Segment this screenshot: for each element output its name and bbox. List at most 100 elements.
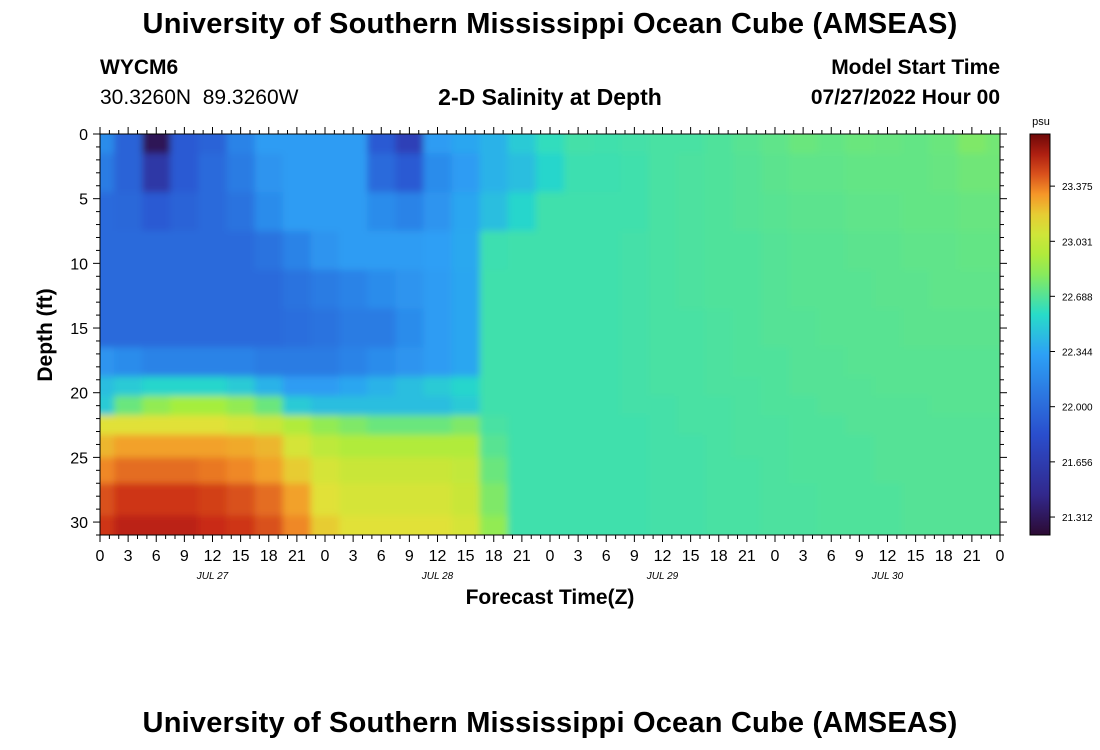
heatmap-cell — [310, 269, 340, 310]
heatmap-cell — [957, 134, 987, 155]
heatmap-cell — [114, 376, 144, 397]
heatmap-cell — [592, 434, 622, 459]
heatmap-cell — [282, 515, 312, 535]
heatmap-cell — [170, 395, 200, 417]
heatmap-cell — [114, 192, 144, 232]
day-label: JUL 30 — [871, 571, 904, 582]
day-label: JUL 29 — [646, 571, 679, 582]
x-tick-label: 6 — [377, 548, 386, 565]
heatmap-cell — [985, 192, 1000, 232]
heatmap-cell — [957, 483, 987, 517]
x-tick-label: 12 — [654, 548, 672, 565]
heatmap-cell — [592, 515, 622, 535]
heatmap-cell — [620, 347, 650, 378]
heatmap-cell — [423, 457, 453, 485]
heatmap-cell — [339, 483, 369, 517]
heatmap-cell — [395, 415, 425, 436]
heatmap-cell — [198, 376, 228, 397]
heatmap-cell — [901, 457, 931, 485]
heatmap-cell — [423, 434, 453, 459]
heatmap-cell — [282, 434, 312, 459]
heatmap-cell — [226, 434, 256, 459]
heatmap-cell — [704, 376, 734, 397]
heatmap-cell — [507, 308, 537, 349]
heatmap-cell — [957, 192, 987, 232]
heatmap-cell — [142, 457, 172, 485]
heatmap-cell — [592, 134, 622, 155]
heatmap-cell — [100, 347, 116, 378]
heatmap-cell — [507, 483, 537, 517]
heatmap-cell — [564, 376, 594, 397]
heatmap-cell — [114, 483, 144, 517]
heatmap-cell — [760, 269, 790, 310]
heatmap-cell — [142, 434, 172, 459]
heatmap-cell — [339, 457, 369, 485]
heatmap-cell — [845, 347, 875, 378]
heatmap-cell — [395, 134, 425, 155]
heatmap-cell — [198, 415, 228, 436]
heatmap-cell — [845, 483, 875, 517]
heatmap-cell — [985, 483, 1000, 517]
heatmap-cell — [704, 415, 734, 436]
heatmap-cell — [620, 376, 650, 397]
heatmap-cell — [100, 134, 116, 155]
heatmap-cell — [507, 231, 537, 271]
heatmap-cell — [198, 269, 228, 310]
heatmap-cell — [845, 434, 875, 459]
station-coordinates: 30.3260N 89.3260W — [100, 86, 299, 109]
heatmap-cell — [226, 515, 256, 535]
x-tick-label: 0 — [771, 548, 780, 565]
heatmap-cell — [282, 483, 312, 517]
heatmap-cell — [732, 347, 762, 378]
heatmap-cell — [985, 134, 1000, 155]
heatmap-cell — [367, 415, 397, 436]
heatmap-cell — [367, 153, 397, 194]
heatmap-cell — [957, 415, 987, 436]
heatmap-cell — [170, 415, 200, 436]
heatmap-cell — [339, 231, 369, 271]
day-label: JUL 27 — [196, 571, 229, 582]
heatmap-cell — [592, 483, 622, 517]
heatmap-cell — [395, 434, 425, 459]
heatmap-cell — [873, 308, 903, 349]
heatmap-cell — [648, 192, 678, 232]
heatmap-cell — [254, 308, 284, 349]
heatmap-cell — [957, 347, 987, 378]
heatmap-cell — [479, 376, 509, 397]
heatmap-cell — [282, 376, 312, 397]
heatmap-cell — [732, 376, 762, 397]
heatmap-cell — [901, 515, 931, 535]
heatmap-cell — [592, 192, 622, 232]
heatmap-cell — [817, 395, 847, 417]
heatmap-cell — [535, 483, 565, 517]
heatmap-cell — [282, 308, 312, 349]
heatmap-cell — [254, 483, 284, 517]
heatmap-cell — [254, 192, 284, 232]
x-tick-label: 6 — [827, 548, 836, 565]
y-tick-label: 30 — [70, 515, 88, 532]
y-axis-label: Depth (ft) — [34, 288, 57, 381]
heatmap-cell — [564, 134, 594, 155]
heatmap-cell — [760, 376, 790, 397]
heatmap-cell — [451, 134, 481, 155]
heatmap-cell — [901, 347, 931, 378]
heatmap-cell — [310, 483, 340, 517]
heatmap-cell — [873, 415, 903, 436]
heatmap-cell — [451, 457, 481, 485]
x-tick-label: 9 — [630, 548, 639, 565]
heatmap-cell — [226, 395, 256, 417]
heatmap-cell — [507, 515, 537, 535]
heatmap-cell — [423, 269, 453, 310]
heatmap-cell — [451, 269, 481, 310]
heatmap-cell — [310, 395, 340, 417]
heatmap-cell — [282, 231, 312, 271]
heatmap-cell — [732, 308, 762, 349]
heatmap-cell — [114, 347, 144, 378]
heatmap-cell — [100, 269, 116, 310]
x-tick-label: 0 — [996, 548, 1005, 565]
x-tick-label: 18 — [260, 548, 278, 565]
x-tick-label: 15 — [457, 548, 475, 565]
x-tick-label: 12 — [429, 548, 447, 565]
model-start-time: 07/27/2022 Hour 00 — [810, 86, 1000, 109]
heatmap-cell — [198, 434, 228, 459]
